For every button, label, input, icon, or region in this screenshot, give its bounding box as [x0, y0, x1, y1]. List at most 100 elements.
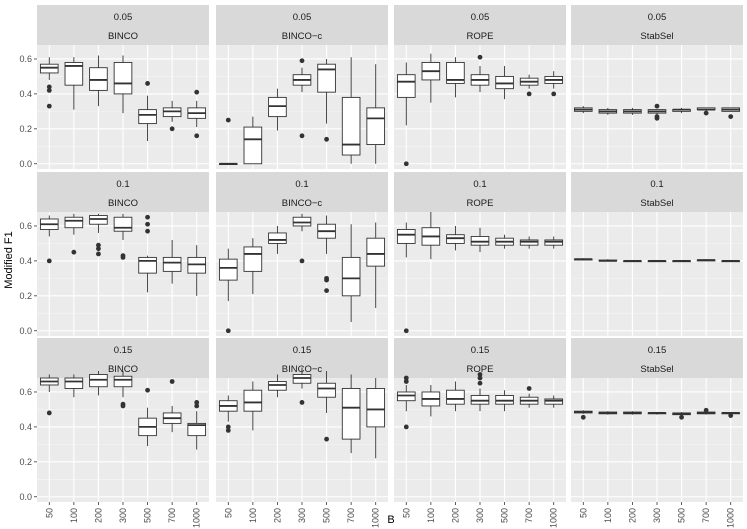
outlier-point	[728, 413, 734, 418]
outlier-point	[145, 221, 150, 227]
box-200	[623, 260, 642, 263]
box-100	[243, 381, 263, 431]
box-iqr	[187, 422, 207, 437]
outlier-point	[477, 375, 483, 381]
x-tick-label: 50	[223, 508, 233, 518]
box-iqr	[317, 382, 336, 398]
box-iqr	[64, 62, 84, 86]
box-iqr	[243, 246, 263, 272]
outlier-point	[526, 386, 532, 391]
strip-label-method: BINCO−c	[282, 31, 323, 42]
y-tick-label: 0.2	[19, 291, 32, 301]
strip-label-method: ROPE	[467, 198, 494, 209]
strip-label-threshold: 0.05	[471, 12, 490, 23]
box-50	[396, 222, 416, 334]
y-tick-label: 0.4	[19, 422, 32, 432]
strip-background	[394, 338, 566, 378]
outlier-point	[403, 424, 409, 430]
strip-background	[394, 172, 566, 212]
panel-binco-c-1: 0.1 BINCO−c	[216, 172, 388, 336]
strip-label-method: BINCO−c	[282, 198, 323, 209]
box-100	[64, 213, 84, 255]
box-iqr	[366, 107, 386, 145]
x-axis: 50 100 200 300 500 700 1000 50 100 200 300 500 700 10…	[44, 502, 736, 528]
strip-label-threshold: 0.15	[471, 345, 490, 356]
box-500	[495, 234, 514, 249]
y-tick-label: 0.4	[19, 256, 32, 266]
outlier-point	[96, 251, 101, 257]
y-tick-label: 0.4	[19, 89, 32, 99]
box-iqr	[113, 375, 133, 388]
box-300	[292, 213, 312, 264]
box-50	[573, 410, 593, 420]
box-1000	[721, 260, 741, 263]
box-500	[672, 260, 691, 263]
outlier-point	[120, 255, 126, 260]
strip-label-threshold: 0.1	[650, 179, 663, 190]
strip-label-threshold: 0.1	[116, 179, 129, 190]
box-100	[421, 53, 441, 103]
outlier-point	[194, 400, 200, 405]
box-200	[268, 225, 287, 254]
outlier-point	[71, 249, 77, 255]
strip-label-threshold: 0.15	[648, 345, 667, 356]
box-1000	[721, 107, 741, 120]
panel-binco-1: 0.1 BINCO	[37, 172, 209, 336]
box-1000	[187, 400, 207, 450]
box-700	[696, 107, 716, 116]
outlier-point	[728, 114, 734, 120]
outlier-point	[324, 136, 329, 142]
y-tick-label: 0.2	[19, 457, 32, 467]
strip-background	[216, 172, 388, 212]
strip-label-threshold: 0.1	[473, 179, 486, 190]
box-700	[519, 236, 539, 249]
box-300	[113, 55, 133, 114]
box-300	[292, 367, 312, 405]
box-200	[623, 411, 642, 415]
box-700	[341, 224, 361, 323]
x-tick-label: 1000	[549, 508, 559, 528]
outlier-point	[403, 379, 409, 384]
box-100	[64, 57, 84, 110]
outlier-point	[654, 103, 660, 109]
outlier-point	[46, 103, 52, 109]
outlier-point	[225, 117, 231, 123]
box-700	[162, 100, 182, 132]
y-tick-label: 0.0	[19, 159, 32, 169]
box-200	[446, 381, 465, 412]
box-iqr	[366, 237, 386, 267]
strip-background	[37, 5, 209, 45]
strip-background	[571, 5, 743, 45]
box-500	[317, 215, 336, 293]
panel-binco-0: 0.05 BINCO	[37, 5, 209, 169]
outlier-point	[145, 228, 150, 234]
outlier-point	[46, 410, 52, 416]
outlier-point	[96, 242, 101, 248]
strip-label-method: StabSel	[640, 31, 673, 42]
strip-label-threshold: 0.05	[114, 12, 133, 23]
outlier-point	[580, 414, 586, 420]
box-500	[672, 107, 691, 114]
box-500	[672, 412, 691, 420]
x-tick-label: 500	[322, 508, 332, 523]
box-100	[421, 212, 441, 260]
strip-label-threshold: 0.1	[295, 179, 308, 190]
outlier-point	[225, 328, 231, 334]
outlier-point	[403, 161, 409, 167]
outlier-point	[403, 328, 409, 334]
box-iqr	[396, 74, 416, 98]
box-500	[317, 371, 336, 442]
box-300	[470, 227, 490, 253]
x-tick-label: 100	[248, 508, 258, 523]
x-tick-label: 700	[524, 508, 534, 523]
box-500	[138, 81, 157, 142]
x-tick-label: 700	[346, 508, 356, 523]
strip-label-threshold: 0.05	[648, 12, 667, 23]
x-tick-label: 50	[44, 508, 54, 518]
box-100	[598, 411, 618, 415]
box-50	[218, 395, 238, 433]
box-500	[138, 214, 157, 293]
x-tick-label: 200	[450, 508, 460, 523]
panel-stabsel-1: 0.1 StabSel	[571, 172, 743, 336]
x-tick-label: 100	[69, 508, 79, 523]
